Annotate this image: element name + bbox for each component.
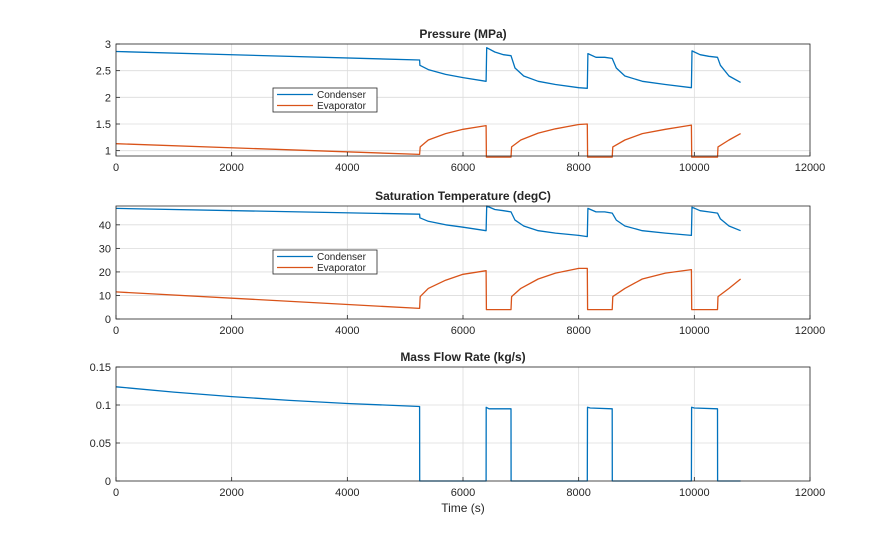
saturation-temperature-legend-label-condenser: Condenser — [317, 252, 367, 263]
y-tick-label: 0.1 — [96, 400, 111, 412]
saturation-temperature-series-line-evaporator — [115, 267, 742, 311]
y-tick-label: 1.5 — [96, 119, 111, 131]
saturation-temperature-series-line-condenser — [115, 205, 741, 238]
pressure-series-line-condenser — [115, 47, 741, 89]
x-tick-label: 10000 — [679, 487, 710, 499]
saturation-temperature-legend-label-evaporator: Evaporator — [317, 263, 367, 274]
y-tick-label: 20 — [99, 267, 111, 279]
mass-flow-rate-xlabel: Time (s) — [441, 501, 485, 515]
y-tick-label: 1 — [105, 146, 111, 158]
y-tick-label: 0 — [105, 476, 111, 488]
y-tick-label: 0.05 — [90, 438, 111, 450]
y-tick-label: 30 — [99, 243, 111, 255]
x-tick-label: 0 — [113, 325, 119, 337]
mass-flow-rate-subplot: 0 2000 4000 6000 8000 10000 1200000.050.10.15 … — [90, 350, 826, 515]
pressure-series — [115, 47, 741, 158]
x-tick-label: 4000 — [335, 162, 359, 174]
mass-flow-rate-ticks: 0 2000 4000 6000 8000 10000 12000 0 0.05 0.1 0.15 — [90, 362, 826, 499]
pressure-legend-box — [272, 87, 378, 113]
x-tick-label: 6000 — [451, 162, 475, 174]
x-tick-label: 0 — [113, 162, 119, 174]
x-tick-label: 12000 — [795, 325, 826, 337]
y-tick-label: 40 — [99, 220, 111, 232]
saturation-temperature-title: Saturation Temperature (degC) — [375, 189, 551, 203]
x-tick-label: 12000 — [795, 487, 826, 499]
pressure-subplot: 0 2000 4000 6000 8000 10000 12000 1 1.5 2 2.5 3 Pre… — [96, 27, 826, 174]
y-tick-label: 2.5 — [96, 66, 111, 78]
pressure-title: Pressure (MPa) — [419, 27, 506, 41]
pressure-legend-label-evaporator: Evaporator — [317, 101, 367, 112]
pressure-ticks: 0 2000 4000 6000 8000 10000 12000 1 1.5 2 2.5 3 — [96, 39, 826, 174]
y-tick-label: 0.15 — [90, 362, 111, 374]
x-tick-label: 10000 — [679, 162, 710, 174]
saturation-temperature-series — [115, 205, 742, 311]
pressure-legend-label-condenser: Condenser — [317, 90, 367, 101]
x-tick-label: 2000 — [219, 487, 243, 499]
x-tick-label: 8000 — [566, 325, 590, 337]
y-tick-label: 3 — [105, 39, 111, 51]
saturation-temperature-subplot: 0 2000 4000 6000 8000 10000 12000 0 10 20 30 40 Sat… — [99, 189, 826, 337]
x-tick-label: 4000 — [335, 325, 359, 337]
x-tick-label: 4000 — [335, 487, 359, 499]
pressure-series-line-evaporator — [115, 123, 741, 158]
x-tick-label: 2000 — [219, 162, 243, 174]
x-tick-label: 8000 — [566, 162, 590, 174]
x-tick-label: 12000 — [795, 162, 826, 174]
x-tick-label: 2000 — [219, 325, 243, 337]
saturation-temperature-legend: Condenser Evaporator — [272, 249, 378, 275]
mass-flow-rate-title: Mass Flow Rate (kg/s) — [400, 350, 525, 364]
x-tick-label: 6000 — [451, 325, 475, 337]
x-tick-label: 10000 — [679, 325, 710, 337]
pressure-legend: Condenser Evaporator — [272, 87, 378, 113]
saturation-temperature-legend-box — [272, 249, 378, 275]
x-tick-label: 0 — [113, 487, 119, 499]
saturation-temperature-ticks: 0 2000 4000 6000 8000 10000 12000 0 10 20 30 40 — [99, 220, 826, 337]
x-tick-label: 6000 — [451, 487, 475, 499]
y-tick-label: 0 — [105, 314, 111, 326]
x-tick-label: 8000 — [566, 487, 590, 499]
y-tick-label: 10 — [99, 290, 111, 302]
y-tick-label: 2 — [105, 92, 111, 104]
